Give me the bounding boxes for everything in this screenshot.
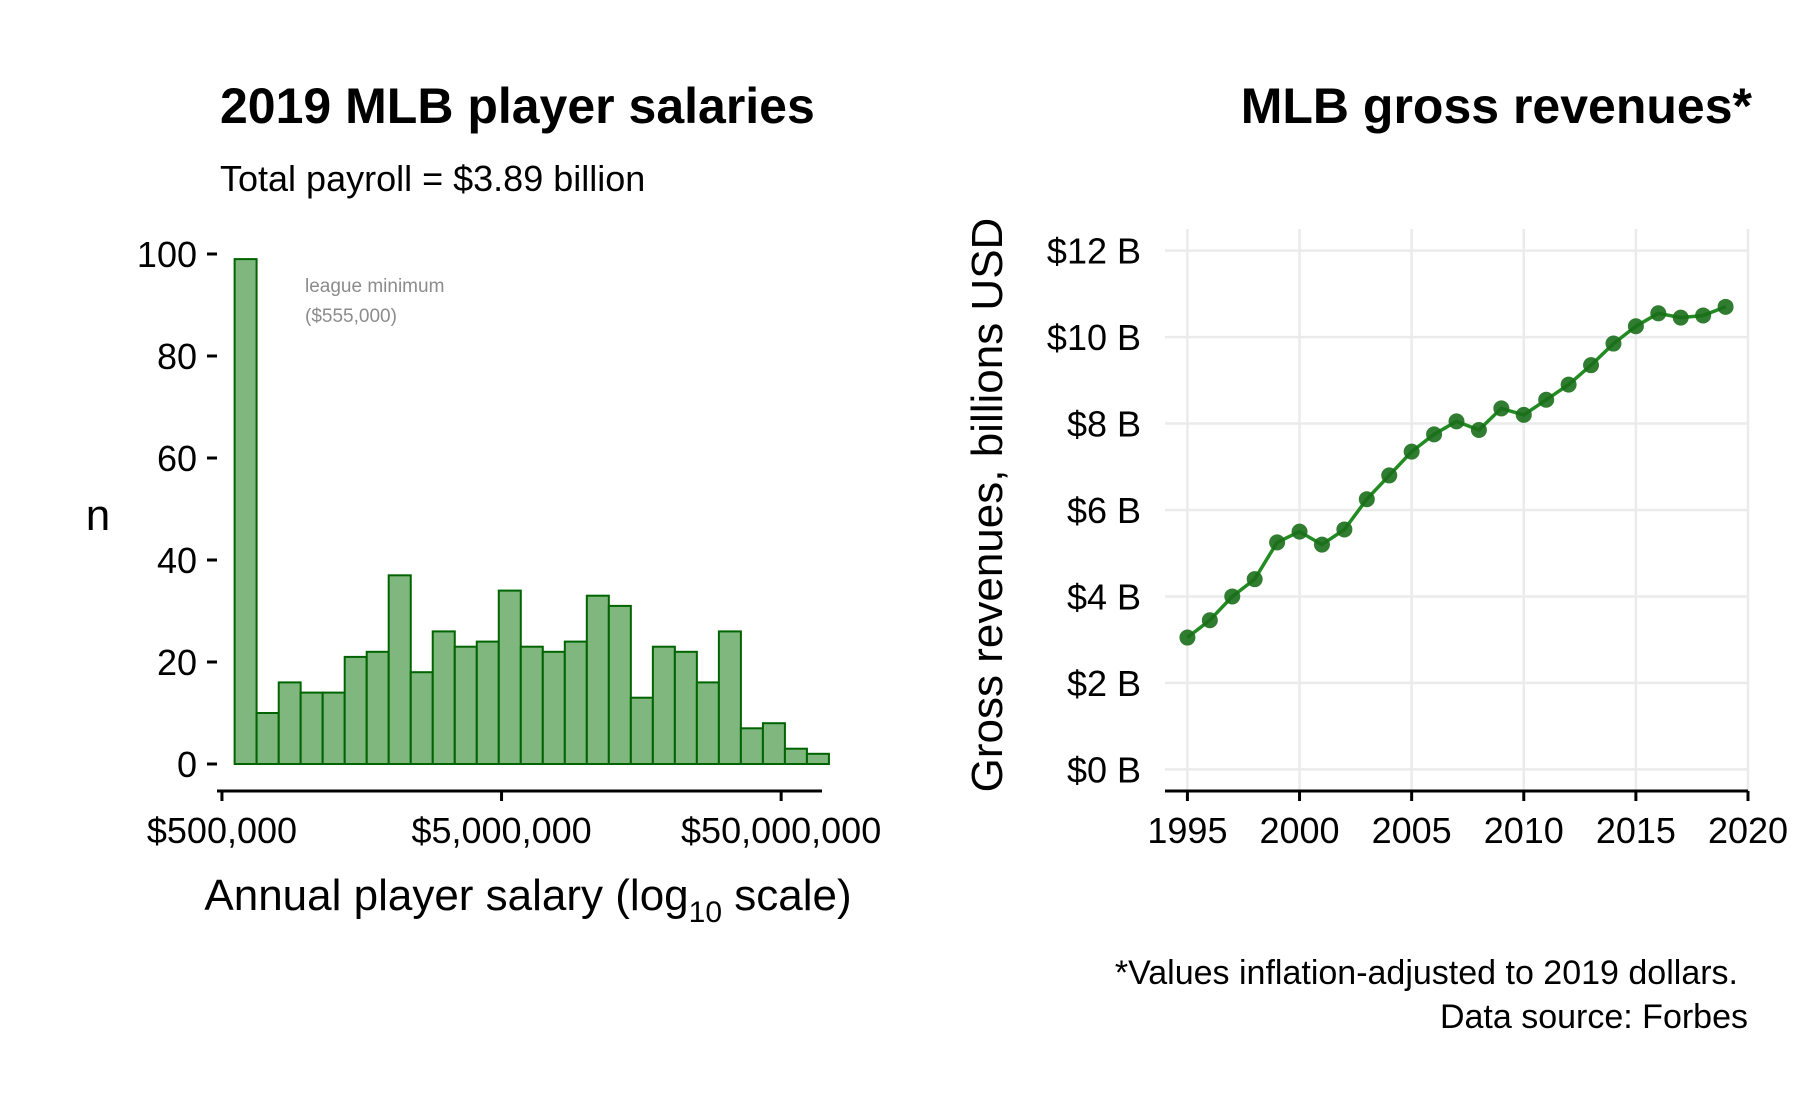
histogram-bar (519, 645, 544, 766)
histogram-bar (431, 630, 456, 766)
histogram-bar (717, 630, 742, 766)
revenue-point (1291, 523, 1308, 540)
histogram-x-axis: $500,000 $5,000,000 $50,000,000 (147, 791, 881, 851)
x-title-tail: scale) (722, 871, 852, 920)
histogram-bar (563, 640, 588, 765)
histogram-bar (805, 752, 830, 765)
revenue-point (1717, 298, 1734, 315)
x-tick-label: 1995 (1147, 810, 1227, 851)
revenue-point (1201, 612, 1218, 629)
revenue-point (1470, 422, 1487, 439)
histogram-bar (321, 691, 346, 765)
revenue-y-axis-title: Gross revenues, billions USD (963, 218, 1012, 793)
histogram-bar (673, 650, 698, 765)
histogram-bar (739, 727, 764, 765)
x-tick-label: $50,000,000 (681, 810, 881, 851)
y-tick-label: 60 (157, 438, 197, 479)
histogram-bar (453, 645, 478, 766)
x-tick-label: 2000 (1259, 810, 1339, 851)
y-tick-label: $0 B (1067, 749, 1141, 790)
histogram-bar (277, 681, 302, 766)
x-tick-label: 2020 (1708, 810, 1788, 851)
x-tick-label: $5,000,000 (411, 810, 591, 851)
revenue-point (1179, 629, 1196, 646)
histogram-bar (409, 671, 434, 766)
histogram-annotation: league minimum ($555,000) (305, 276, 444, 327)
revenue-point (1515, 406, 1532, 423)
revenue-point (1493, 400, 1510, 417)
histogram-bar (365, 650, 390, 765)
histogram-bar (651, 645, 676, 766)
revenue-x-axis: 1995 2000 2005 2010 2015 2020 (1147, 791, 1788, 851)
revenue-point (1358, 491, 1375, 508)
histogram-bar (695, 681, 720, 766)
histogram-panel: 2019 MLB player salaries Total payroll =… (86, 78, 881, 929)
histogram-bar (475, 640, 500, 765)
revenue-point (1224, 588, 1241, 605)
histogram-bar (783, 747, 808, 766)
x-tick-label: 2005 (1372, 810, 1452, 851)
y-tick-label: 0 (177, 744, 197, 785)
histogram-bar (761, 722, 786, 766)
y-tick-label: 80 (157, 336, 197, 377)
revenue-grid (1165, 229, 1750, 791)
revenue-point (1313, 536, 1330, 553)
histogram-bar (607, 604, 632, 766)
revenue-point (1560, 376, 1577, 393)
y-tick-label: $10 B (1047, 317, 1141, 358)
revenue-point (1448, 413, 1465, 430)
histogram-bar (585, 594, 610, 766)
revenue-point (1605, 335, 1622, 352)
histogram-bar (255, 712, 280, 765)
histogram-bar (343, 655, 368, 766)
histogram-bar (541, 650, 566, 765)
y-tick-label: $8 B (1067, 404, 1141, 445)
x-title-main: Annual player salary (log (204, 871, 688, 920)
revenue-y-axis: $0 B $2 B $4 B $6 B $8 B $10 B $12 B (1047, 231, 1141, 791)
revenue-point (1538, 391, 1555, 408)
revenue-point (1381, 467, 1398, 484)
histogram-y-axis: 0 20 40 60 80 100 (137, 234, 217, 785)
revenue-point (1403, 443, 1420, 460)
revenue-point (1246, 571, 1263, 588)
histogram-subtitle: Total payroll = $3.89 billion (220, 158, 645, 199)
revenue-point (1650, 305, 1667, 322)
y-tick-label: 20 (157, 642, 197, 683)
caption-note: *Values inflation-adjusted to 2019 dolla… (1115, 954, 1738, 992)
revenue-point (1269, 534, 1286, 551)
y-tick-label: $6 B (1067, 490, 1141, 531)
histogram-title: 2019 MLB player salaries (220, 78, 815, 134)
revenue-series (1179, 298, 1734, 646)
revenue-panel: MLB gross revenues* $0 B $2 B $4 B $6 B $8 B… (963, 78, 1788, 1036)
x-tick-label: 2010 (1484, 810, 1564, 851)
x-title-subscript: 10 (689, 896, 722, 929)
histogram-bar (299, 691, 324, 765)
revenue-point (1695, 307, 1712, 324)
histogram-bar (629, 696, 654, 766)
histogram-y-axis-title: n (86, 491, 110, 540)
annotation-line-1: league minimum (305, 276, 444, 297)
y-tick-label: $4 B (1067, 576, 1141, 617)
revenue-title: MLB gross revenues* (1241, 78, 1753, 134)
revenue-point (1336, 521, 1353, 538)
caption-source: Data source: Forbes (1440, 998, 1748, 1036)
histogram-bars (233, 258, 830, 766)
x-tick-label: 2015 (1596, 810, 1676, 851)
y-tick-label: 40 (157, 540, 197, 581)
y-tick-label: $12 B (1047, 231, 1141, 272)
histogram-bar (497, 589, 522, 765)
revenue-point (1627, 318, 1644, 335)
histogram-bar (233, 258, 258, 765)
y-tick-label: 100 (137, 234, 197, 275)
y-tick-label: $2 B (1067, 663, 1141, 704)
histogram-x-axis-title: Annual player salary (log10 scale) (204, 871, 851, 929)
x-tick-label: $500,000 (147, 810, 297, 851)
annotation-line-2: ($555,000) (305, 306, 397, 327)
revenue-line (1186, 305, 1727, 639)
revenue-point (1672, 309, 1689, 326)
revenue-point (1426, 426, 1443, 443)
histogram-bar (387, 574, 412, 765)
revenue-point (1583, 357, 1600, 374)
